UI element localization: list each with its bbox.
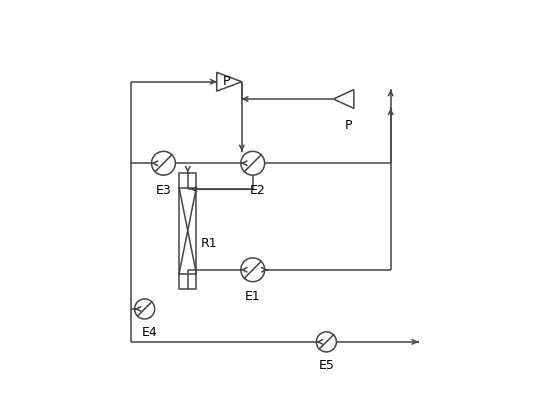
Text: E2: E2 [250,184,265,197]
Text: R1: R1 [201,236,218,249]
Text: E5: E5 [318,359,334,372]
FancyBboxPatch shape [179,173,196,289]
Text: E3: E3 [155,184,172,197]
Text: P: P [223,75,230,88]
Text: E1: E1 [245,291,260,304]
Text: P: P [345,119,353,132]
Text: E4: E4 [142,326,157,339]
